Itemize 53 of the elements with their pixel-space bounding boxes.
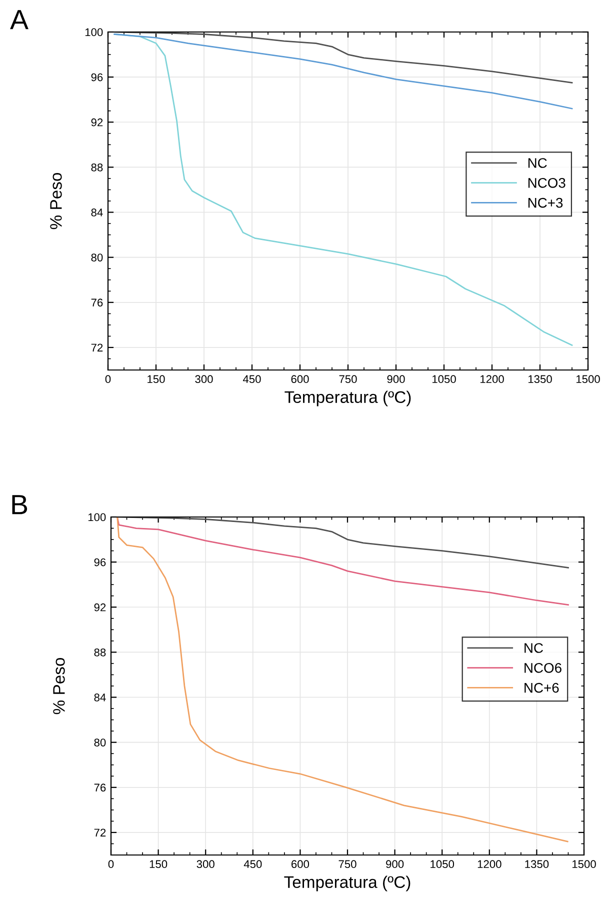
line-series [114, 34, 573, 110]
legend-label: NC+6 [524, 682, 559, 693]
x-tick-label: 900 [386, 860, 404, 868]
legend-label: NCO3 [528, 178, 566, 188]
x-tick-label: 0 [108, 860, 114, 868]
x-tick-label: 750 [338, 860, 356, 868]
legend-label: NC [524, 643, 543, 653]
y-tick-label: 88 [91, 163, 103, 172]
y-axis-title: % Peso [50, 172, 62, 230]
y-tick-label: 88 [94, 648, 106, 656]
x-tick-label: 450 [242, 375, 261, 384]
x-tick-label: 0 [105, 375, 111, 384]
x-tick-label: 1050 [432, 375, 456, 384]
x-tick-label: 1200 [480, 375, 504, 384]
y-tick-label: 72 [91, 344, 103, 352]
x-tick-label: 1350 [528, 375, 552, 384]
x-tick-label: 1500 [576, 375, 600, 384]
y-tick-label: 84 [91, 208, 103, 216]
x-tick-label: 1350 [525, 860, 549, 868]
y-tick-label: 72 [94, 828, 106, 836]
y-tick-label: 100 [88, 513, 106, 522]
y-tick-label: 84 [94, 694, 106, 702]
x-tick-label: 300 [196, 860, 214, 868]
x-tick-label: 450 [244, 860, 262, 868]
y-tick-label: 92 [91, 118, 103, 126]
x-axis-title: Temperatura (ºC) [284, 876, 410, 892]
x-tick-label: 1200 [478, 860, 502, 868]
y-tick-label: 96 [91, 73, 103, 82]
legend-label: NC+3 [528, 198, 563, 208]
y-tick-label: 100 [85, 28, 103, 36]
y-tick-label: 80 [91, 254, 103, 262]
y-tick-label: 80 [94, 738, 106, 746]
chart-title: B [12, 495, 28, 514]
legend-label: NC [528, 158, 547, 168]
line-series [116, 517, 569, 606]
legend-label: NCO6 [524, 662, 562, 673]
y-axis-title: % Peso [53, 658, 65, 714]
x-tick-label: 1500 [572, 860, 596, 868]
y-tick-label: 76 [94, 784, 106, 792]
y-tick-label: 76 [91, 298, 103, 307]
x-tick-label: 150 [148, 375, 165, 384]
chart-title: A [10, 10, 28, 30]
x-tick-label: 300 [195, 375, 213, 384]
x-tick-label: 750 [339, 375, 357, 384]
x-tick-label: 1050 [430, 860, 454, 868]
y-tick-label: 92 [94, 603, 106, 612]
x-tick-label: 900 [387, 375, 405, 384]
x-tick-label: 150 [150, 860, 168, 868]
x-tick-label: 600 [291, 860, 310, 868]
line-series [116, 517, 568, 842]
x-axis-title: Temperatura (ºC) [284, 390, 411, 406]
y-tick-label: 96 [94, 558, 106, 566]
x-tick-label: 600 [291, 375, 309, 384]
